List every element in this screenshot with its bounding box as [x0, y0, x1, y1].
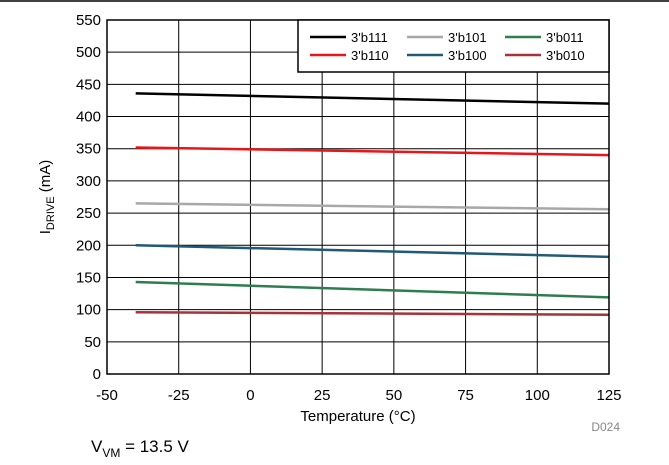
x-tick-label: 0: [246, 387, 254, 404]
series-line: [135, 202, 610, 211]
condition-subscript: VM: [102, 446, 120, 460]
y-tick-labels: 0 50 100 150 200 250 300 350 400 450 500 550: [76, 12, 101, 383]
series-line: [135, 92, 610, 105]
series-lines: [135, 92, 610, 317]
x-tick-label: 100: [525, 387, 550, 404]
condition-value: = 13.5 V: [120, 437, 189, 456]
x-tick-label: -25: [168, 387, 190, 404]
y-tick-label: 350: [76, 141, 101, 158]
y-tick-label: 50: [84, 334, 101, 351]
y-axis-title-unit: (mA): [37, 160, 54, 197]
plot-frame: [106, 19, 610, 375]
condition-main: V: [91, 437, 103, 456]
series-line: [135, 146, 610, 157]
grid: [106, 19, 610, 375]
y-tick-label: 300: [76, 173, 101, 190]
y-tick-label: 500: [76, 44, 101, 61]
series-line: [135, 280, 610, 299]
y-axis-title: IDRIVE (mA): [37, 160, 57, 234]
y-tick-label: 400: [76, 109, 101, 126]
y-tick-label: 150: [76, 269, 101, 286]
legend: 3'b111 3'b101 3'b011 3'b110 3'b100 3'b010: [297, 19, 610, 73]
y-tick-label: 0: [93, 366, 101, 383]
x-tick-label: -50: [96, 387, 118, 404]
legend-label: 3'b011: [546, 30, 584, 45]
legend-label: 3'b111: [351, 30, 388, 45]
x-tick-label: 75: [457, 387, 474, 404]
legend-label: 3'b100: [448, 48, 487, 63]
y-tick-label: 550: [76, 12, 101, 29]
legend-box: [297, 19, 610, 73]
y-tick-label: 450: [76, 76, 101, 93]
x-tick-label: 50: [386, 387, 403, 404]
x-tick-label: 25: [314, 387, 331, 404]
x-axis-title: Temperature (°C): [300, 408, 415, 425]
x-tick-labels: -50 -25 0 25 50 75 100 125: [96, 387, 621, 404]
y-tick-label: 100: [76, 302, 101, 319]
figure-id: D024: [591, 420, 620, 434]
legend-label: 3'b101: [448, 30, 487, 45]
y-tick-label: 250: [76, 205, 101, 222]
series-line: [135, 244, 610, 259]
x-tick-label: 125: [596, 387, 621, 404]
series-line: [135, 310, 610, 317]
legend-label: 3'b010: [546, 48, 585, 63]
y-axis-title-subscript: DRIVE: [45, 196, 57, 230]
condition-label: VVM = 13.5 V: [91, 437, 190, 460]
y-tick-label: 200: [76, 237, 101, 254]
y-axis-title-main: I: [37, 230, 54, 234]
legend-label: 3'b110: [351, 48, 389, 63]
